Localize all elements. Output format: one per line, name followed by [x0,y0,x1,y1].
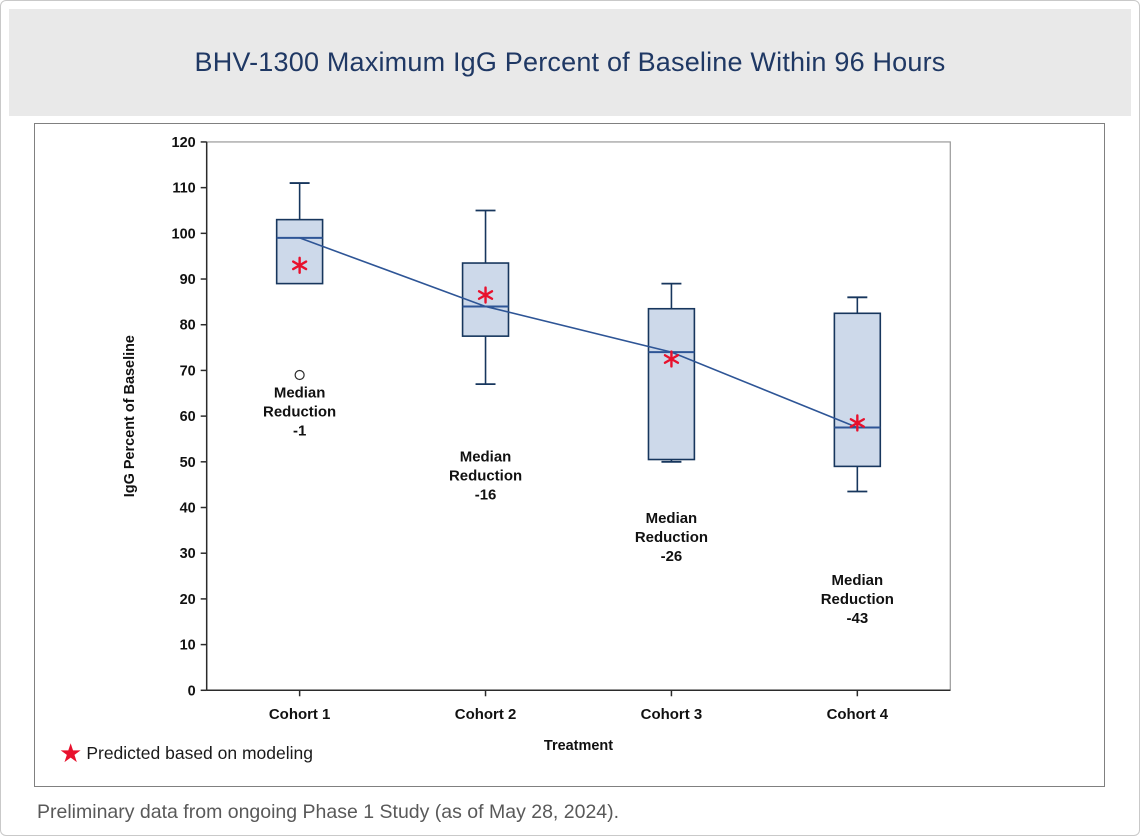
svg-text:Treatment: Treatment [544,738,613,754]
boxplot-chart: 0 10 20 30 40 50 60 70 80 90 100 110 120 Cohort 1 Coho… [122,135,951,754]
footnote: Preliminary data from ongoing Phase 1 St… [37,801,620,823]
svg-text:60: 60 [180,409,196,425]
svg-text:Reduction: Reduction [449,468,522,485]
svg-text:Median: Median [832,572,884,589]
svg-text:50: 50 [180,455,196,471]
svg-text:110: 110 [172,181,195,197]
svg-text:0: 0 [188,683,196,699]
svg-text:Cohort 2: Cohort 2 [455,706,517,723]
svg-text:20: 20 [180,592,196,608]
svg-text:-43: -43 [847,610,869,627]
svg-text:Median: Median [460,449,512,466]
svg-text:80: 80 [180,318,196,334]
svg-text:Reduction: Reduction [821,591,894,608]
svg-text:100: 100 [172,226,196,242]
svg-text:Reduction: Reduction [263,404,336,421]
svg-text:90: 90 [180,272,196,288]
svg-text:30: 30 [180,546,196,562]
svg-text:10: 10 [180,638,196,654]
svg-text:70: 70 [180,363,196,379]
svg-text:Reduction: Reduction [635,529,708,546]
chart-container: 0 10 20 30 40 50 60 70 80 90 100 110 120 Cohort 1 Coho… [34,123,1105,787]
svg-text:Cohort 4: Cohort 4 [827,706,889,723]
chart-title: BHV-1300 Maximum IgG Percent of Baseline… [194,47,946,77]
svg-text:Cohort 3: Cohort 3 [641,706,703,723]
svg-text:IgG Percent of Baseline: IgG Percent of Baseline [122,335,138,497]
svg-text:-26: -26 [661,548,683,565]
svg-text:Cohort 1: Cohort 1 [269,706,331,723]
svg-text:-1: -1 [293,422,306,439]
legend-label: Predicted based on modeling [86,742,313,763]
svg-text:-16: -16 [475,486,497,503]
svg-text:Median: Median [274,385,326,402]
svg-text:40: 40 [180,500,196,516]
chart-title-band: BHV-1300 Maximum IgG Percent of Baseline… [9,9,1131,116]
star-icon: ★ [59,738,83,768]
legend: ★ Predicted based on modeling [59,740,313,766]
svg-text:Median: Median [646,510,698,527]
svg-text:120: 120 [172,135,196,151]
